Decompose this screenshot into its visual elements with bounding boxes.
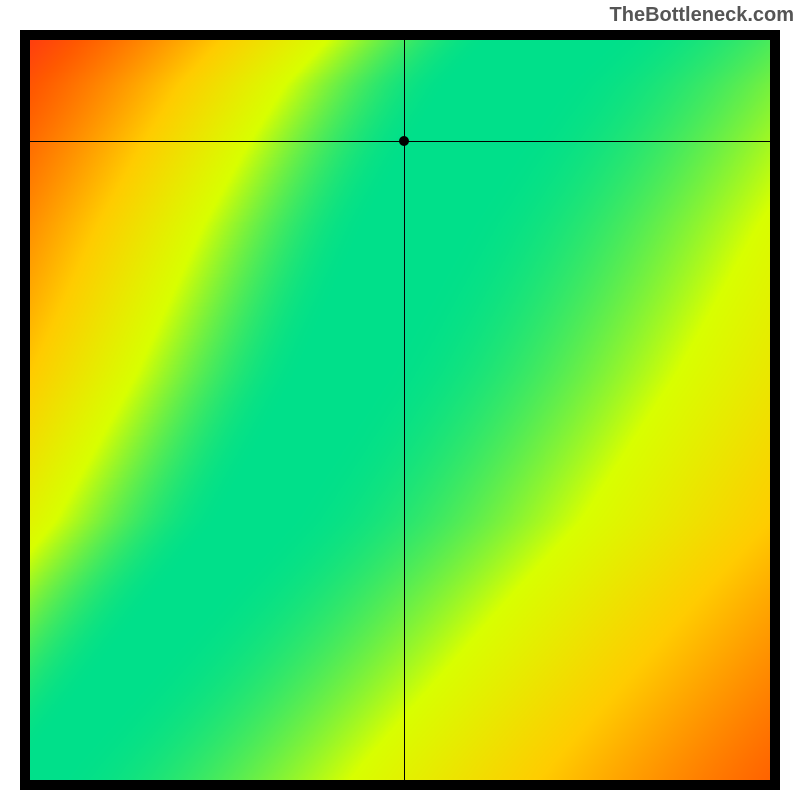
crosshair-marker	[399, 136, 409, 146]
watermark-text: TheBottleneck.com	[610, 4, 794, 27]
heatmap-canvas	[30, 40, 770, 780]
chart-frame	[20, 30, 780, 790]
crosshair-vertical	[404, 40, 405, 780]
plot-area	[30, 40, 770, 780]
